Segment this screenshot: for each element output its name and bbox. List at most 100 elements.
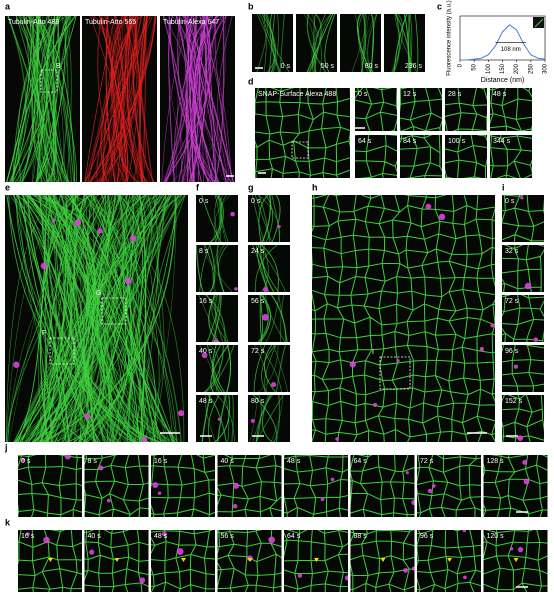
filament (196, 245, 204, 292)
filament (199, 245, 211, 292)
filament (260, 245, 279, 292)
filament (258, 14, 267, 72)
roi-box (379, 356, 411, 390)
filament (408, 14, 411, 72)
vesicle (425, 203, 432, 210)
filament (356, 14, 372, 72)
filament (272, 395, 281, 442)
filament (214, 195, 220, 242)
filament (61, 16, 72, 182)
time-label: 152 s (505, 398, 523, 405)
filament (360, 14, 367, 72)
filament (58, 195, 139, 442)
filament (261, 195, 272, 242)
time-label: 56 s (221, 533, 235, 540)
filament (31, 16, 46, 182)
filament (84, 16, 116, 182)
filament (190, 16, 201, 182)
filament (269, 14, 276, 72)
filament (6, 16, 48, 182)
cell-mesh (355, 135, 397, 178)
roi-label: I (372, 349, 374, 356)
filament (198, 295, 219, 342)
cell-mesh (490, 88, 532, 131)
cell-mesh (255, 88, 350, 178)
filament (126, 195, 172, 442)
filament (270, 295, 287, 342)
filament (78, 195, 134, 442)
vesicle (490, 323, 495, 328)
time-label: 0 s (21, 458, 31, 465)
filament (311, 14, 332, 72)
filament (273, 14, 279, 72)
arrowhead (181, 558, 186, 562)
time-label: 96 s (505, 348, 519, 355)
vesicle (411, 500, 415, 505)
filament (188, 16, 217, 182)
filament (12, 16, 67, 182)
cell-mesh (445, 88, 487, 131)
filament (92, 195, 149, 442)
panel-label: h (312, 182, 318, 192)
filament (262, 395, 274, 442)
cell-mesh (417, 530, 481, 592)
micrograph (483, 455, 548, 517)
vesicle (520, 196, 524, 200)
filament (278, 295, 288, 342)
vesicle (268, 536, 276, 544)
vesicle (74, 219, 82, 227)
vesicle (533, 337, 538, 342)
filament (199, 16, 229, 182)
image-background (445, 135, 487, 178)
vesicle (261, 313, 269, 321)
arrowhead (48, 558, 53, 562)
filament (257, 345, 279, 392)
vesicle (51, 218, 56, 223)
vesicle (396, 359, 400, 363)
channel-label: Tubulin-Alexa 647 (163, 19, 219, 26)
filament (187, 16, 225, 182)
cell-mesh (217, 530, 282, 592)
filament (16, 195, 173, 442)
cell-mesh (502, 245, 544, 292)
vesicle (64, 455, 71, 460)
filament (259, 295, 263, 342)
cell-mesh (350, 530, 415, 592)
channel-label: Tubulin-Atto 488 (8, 19, 59, 26)
vesicle (84, 413, 91, 420)
filament (183, 16, 234, 182)
filament (201, 395, 211, 442)
filament (58, 195, 94, 442)
filament (161, 16, 194, 182)
time-label: 40 s (199, 348, 213, 355)
time-label: 64 s (354, 458, 368, 465)
filament (265, 295, 280, 342)
time-label: 16 s (21, 533, 35, 540)
filament (252, 195, 266, 242)
filament (255, 395, 273, 442)
vesicle (106, 498, 111, 503)
filament (213, 395, 231, 442)
filament (365, 14, 373, 72)
filament (171, 16, 202, 182)
filament (215, 295, 224, 342)
time-label: 120 s (487, 533, 505, 540)
filament (58, 195, 116, 442)
cell-mesh (312, 195, 495, 442)
roi-label: G (96, 290, 101, 297)
filament (208, 245, 216, 292)
filament (43, 195, 114, 442)
panel-label: j (4, 442, 8, 452)
vesicle (230, 211, 235, 217)
filament (217, 395, 227, 442)
time-label: 0 s (358, 91, 368, 98)
vesicle (517, 546, 524, 553)
x-tick-label: 200 (514, 63, 520, 74)
vesicle (330, 477, 335, 482)
roi-box (49, 337, 75, 365)
filament (45, 195, 82, 442)
filament (39, 195, 93, 442)
micrograph (490, 88, 532, 131)
cell-mesh (284, 455, 348, 517)
filament (109, 195, 176, 442)
